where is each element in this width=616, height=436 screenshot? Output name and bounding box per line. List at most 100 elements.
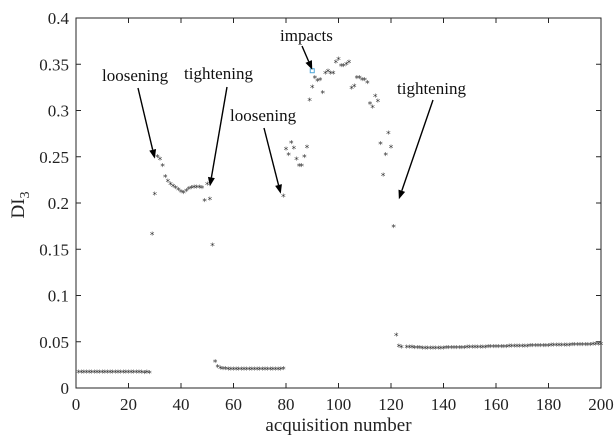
plot-area — [75, 17, 602, 389]
data-point: * — [292, 145, 297, 155]
annotation-label: loosening — [230, 106, 297, 125]
data-point: * — [515, 343, 520, 353]
data-point: * — [100, 369, 105, 379]
data-point: * — [252, 366, 257, 376]
data-point: * — [147, 369, 152, 379]
data-point: * — [483, 344, 488, 354]
annotation-arrowhead — [275, 184, 282, 194]
data-point: * — [433, 345, 438, 355]
data-point: * — [271, 366, 276, 376]
data-point: * — [118, 369, 123, 379]
y-axis-title: DI3 — [8, 191, 33, 218]
data-point: * — [229, 366, 234, 376]
annotations: loosening tightening loosening impacts tight… — [102, 26, 466, 200]
data-point: * — [334, 59, 339, 69]
data-point: * — [360, 76, 365, 86]
data-point: * — [457, 344, 462, 354]
data-point: * — [326, 68, 331, 78]
data-point: * — [226, 366, 231, 376]
data-point: * — [76, 369, 81, 379]
annotation-label: impacts — [280, 26, 333, 45]
data-point: * — [588, 341, 593, 351]
data-point: * — [247, 366, 252, 376]
data-point: * — [525, 343, 530, 353]
data-point: * — [475, 344, 480, 354]
data-point: * — [302, 153, 307, 163]
data-point: * — [181, 189, 186, 199]
data-point: * — [583, 341, 588, 351]
data-point: * — [300, 163, 305, 173]
data-point: * — [321, 89, 326, 99]
data-point: * — [426, 345, 431, 355]
data-point: * — [452, 345, 457, 355]
data-point: * — [460, 344, 465, 354]
data-point: * — [134, 369, 139, 379]
data-point: * — [502, 343, 507, 353]
data-point: * — [132, 369, 137, 379]
data-point: * — [313, 75, 318, 85]
data-point: * — [163, 174, 168, 184]
y-tick-label: 0.15 — [39, 240, 69, 259]
data-point: * — [596, 341, 601, 351]
data-point: * — [394, 332, 399, 342]
data-point: * — [468, 344, 473, 354]
data-point: * — [95, 369, 100, 379]
data-point: * — [171, 183, 176, 193]
annotation-arrow — [137, 87, 154, 151]
data-point: * — [153, 191, 158, 201]
data-point: * — [268, 366, 273, 376]
data-point: * — [399, 344, 404, 354]
data-point: * — [121, 369, 126, 379]
data-point: * — [281, 366, 286, 376]
data-points: ****************************************… — [76, 56, 603, 379]
data-point: * — [145, 369, 150, 379]
data-point: * — [260, 366, 265, 376]
data-point: * — [160, 163, 165, 173]
y-tick-label: 0.2 — [48, 194, 69, 213]
data-point: * — [294, 156, 299, 166]
data-point: * — [323, 70, 328, 80]
data-point: * — [412, 344, 417, 354]
data-point: * — [124, 369, 129, 379]
data-point: * — [384, 151, 389, 161]
data-point: * — [365, 79, 370, 89]
data-point: * — [386, 130, 391, 140]
data-point: * — [599, 341, 604, 351]
data-point: * — [381, 172, 386, 182]
y-tick-label: 0.25 — [39, 148, 69, 167]
data-point: * — [279, 366, 284, 376]
y-axis-title-main: DI — [8, 198, 29, 218]
data-point: * — [176, 187, 181, 197]
y-tick-label: 0.1 — [48, 287, 69, 306]
data-point: * — [499, 343, 504, 353]
data-point: * — [150, 231, 155, 241]
data-point: * — [97, 369, 102, 379]
data-point: * — [126, 369, 131, 379]
data-point: * — [105, 369, 110, 379]
data-point: * — [349, 85, 354, 95]
data-point: * — [570, 342, 575, 352]
data-point: * — [407, 344, 412, 354]
data-point: * — [538, 342, 543, 352]
data-point: * — [439, 345, 444, 355]
data-point: * — [507, 343, 512, 353]
y-tick-label: 0.3 — [48, 102, 69, 121]
data-point: * — [250, 366, 255, 376]
data-point: * — [242, 366, 247, 376]
data-point: * — [202, 198, 207, 208]
data-point: * — [155, 153, 160, 163]
data-point: * — [370, 104, 375, 114]
data-point: * — [554, 342, 559, 352]
data-point: * — [210, 242, 215, 252]
y-tick-label: 0.4 — [48, 9, 70, 28]
data-point: * — [307, 97, 312, 107]
annotation-arrowhead — [305, 60, 313, 70]
data-point: * — [113, 369, 118, 379]
data-point: * — [418, 345, 423, 355]
data-point: * — [489, 344, 494, 354]
data-point: * — [462, 344, 467, 354]
data-point: * — [239, 366, 244, 376]
data-point: * — [200, 185, 205, 195]
data-point: * — [496, 343, 501, 353]
data-point: * — [174, 185, 179, 195]
